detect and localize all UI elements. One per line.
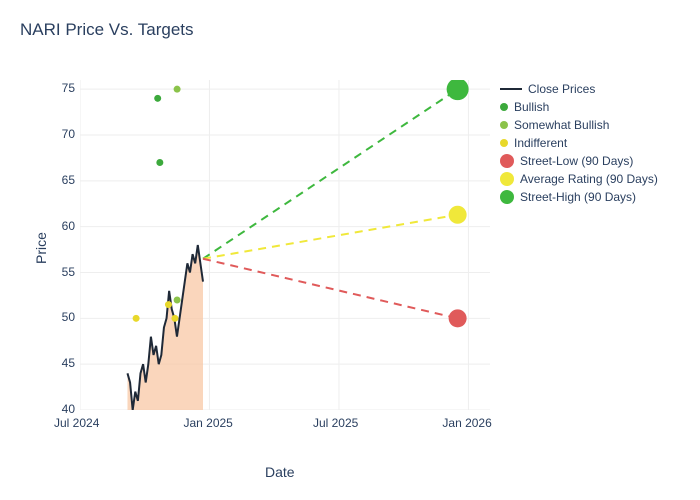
x-tick-label: Jul 2025 — [313, 416, 358, 430]
analyst-dot — [174, 86, 181, 93]
legend-marker — [500, 190, 514, 204]
legend-label: Bullish — [514, 100, 549, 114]
legend-label: Somewhat Bullish — [514, 118, 609, 132]
x-tick-label: Jan 2025 — [183, 416, 232, 430]
legend-marker — [500, 154, 514, 168]
y-tick-label: 60 — [55, 219, 75, 233]
y-tick-label: 50 — [55, 310, 75, 324]
legend-marker — [500, 121, 508, 129]
target-dot — [447, 80, 469, 100]
y-tick-label: 70 — [55, 127, 75, 141]
legend: Close Prices Bullish Somewhat Bullish Indif… — [500, 80, 658, 206]
target-dot — [449, 206, 467, 224]
legend-item[interactable]: Street-High (90 Days) — [500, 188, 658, 206]
legend-marker — [500, 139, 508, 147]
legend-label: Street-High (90 Days) — [520, 190, 636, 204]
y-tick-label: 55 — [55, 265, 75, 279]
projection-line — [203, 89, 458, 259]
legend-item[interactable]: Somewhat Bullish — [500, 116, 658, 134]
x-tick-label: Jul 2024 — [54, 416, 99, 430]
projection-line — [203, 215, 458, 259]
y-tick-label: 40 — [55, 402, 75, 416]
analyst-dot — [133, 315, 140, 322]
analyst-dot — [174, 297, 181, 304]
y-axis-label: Price — [33, 232, 49, 264]
legend-item[interactable]: Bullish — [500, 98, 658, 116]
x-axis-label: Date — [265, 464, 295, 480]
legend-label: Close Prices — [528, 82, 595, 96]
y-tick-label: 45 — [55, 356, 75, 370]
x-tick-label: Jan 2026 — [442, 416, 491, 430]
legend-marker — [500, 88, 522, 90]
analyst-dot — [156, 159, 163, 166]
legend-label: Street-Low (90 Days) — [520, 154, 633, 168]
target-dot — [449, 309, 467, 327]
legend-marker — [500, 172, 514, 186]
legend-marker — [500, 103, 508, 111]
legend-item[interactable]: Average Rating (90 Days) — [500, 170, 658, 188]
plot-svg — [80, 80, 490, 410]
legend-item[interactable]: Close Prices — [500, 80, 658, 98]
projection-line — [203, 259, 458, 319]
analyst-dot — [171, 315, 178, 322]
analyst-dot — [165, 301, 172, 308]
chart-title: NARI Price Vs. Targets — [20, 20, 194, 40]
price-target-chart: NARI Price Vs. Targets Price Date 40 45 50… — [0, 0, 700, 500]
y-tick-label: 65 — [55, 173, 75, 187]
legend-item[interactable]: Street-Low (90 Days) — [500, 152, 658, 170]
y-tick-label: 75 — [55, 81, 75, 95]
legend-label: Indifferent — [514, 136, 567, 150]
analyst-dot — [154, 95, 161, 102]
legend-item[interactable]: Indifferent — [500, 134, 658, 152]
legend-label: Average Rating (90 Days) — [520, 172, 658, 186]
